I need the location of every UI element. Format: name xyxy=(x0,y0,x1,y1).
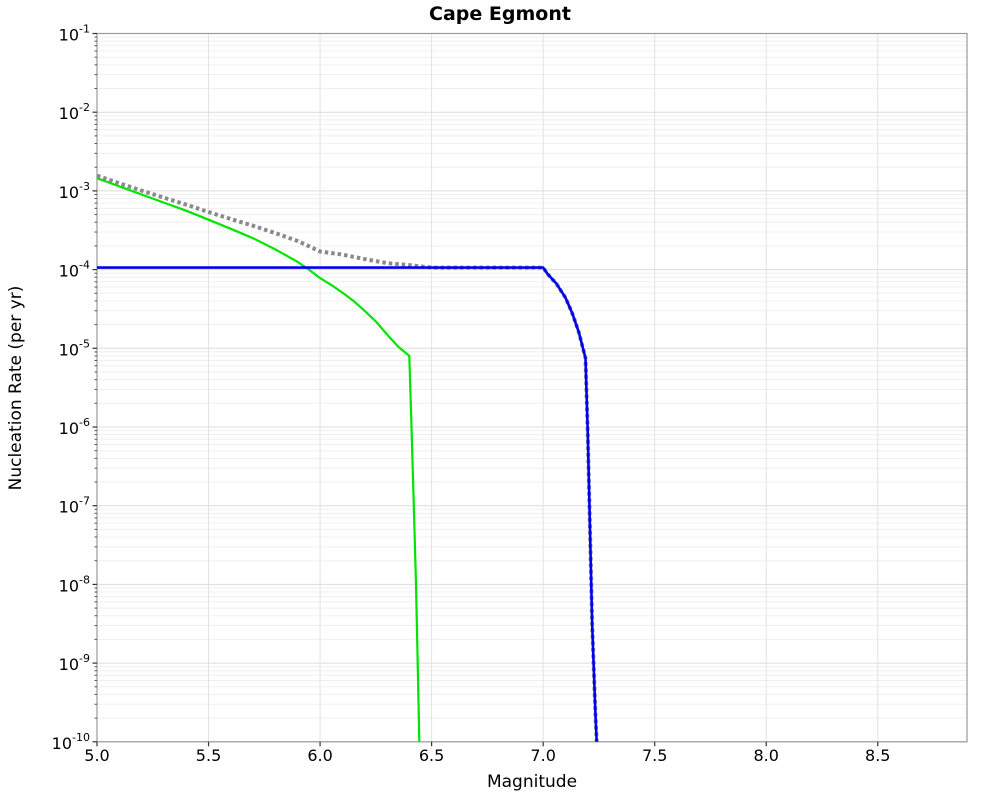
x-tick-label: 5.5 xyxy=(196,746,221,765)
x-tick-label: 6.0 xyxy=(307,746,332,765)
y-tick-label: 10-4 xyxy=(59,259,90,281)
y-axis-label: Nucleation Rate (per yr) xyxy=(6,285,26,491)
x-tick-label: 7.5 xyxy=(642,746,667,765)
plot-border xyxy=(96,32,968,743)
y-tick-label: 10-7 xyxy=(59,495,90,517)
green-curve xyxy=(96,177,421,742)
chart-title: Cape Egmont xyxy=(429,3,571,25)
y-tick-label: 10-1 xyxy=(59,23,90,45)
x-tick-label: 8.5 xyxy=(865,746,890,765)
y-tick-label: 10-2 xyxy=(59,101,90,123)
x-tick-label: 7.0 xyxy=(530,746,555,765)
y-tick-label: 10-5 xyxy=(59,337,90,359)
y-tick-label: 10-9 xyxy=(59,652,90,674)
x-tick-label: 5.0 xyxy=(84,746,109,765)
y-tick-label: 10-6 xyxy=(59,416,90,438)
x-tick-label: 8.0 xyxy=(754,746,779,765)
x-axis-label: Magnitude xyxy=(486,772,578,792)
y-tick-label: 10-10 xyxy=(52,731,90,753)
y-tick-label: 10-8 xyxy=(59,573,90,595)
x-tick-label: 6.5 xyxy=(419,746,444,765)
y-tick-label: 10-3 xyxy=(59,180,90,202)
blue-curve xyxy=(97,266,598,742)
